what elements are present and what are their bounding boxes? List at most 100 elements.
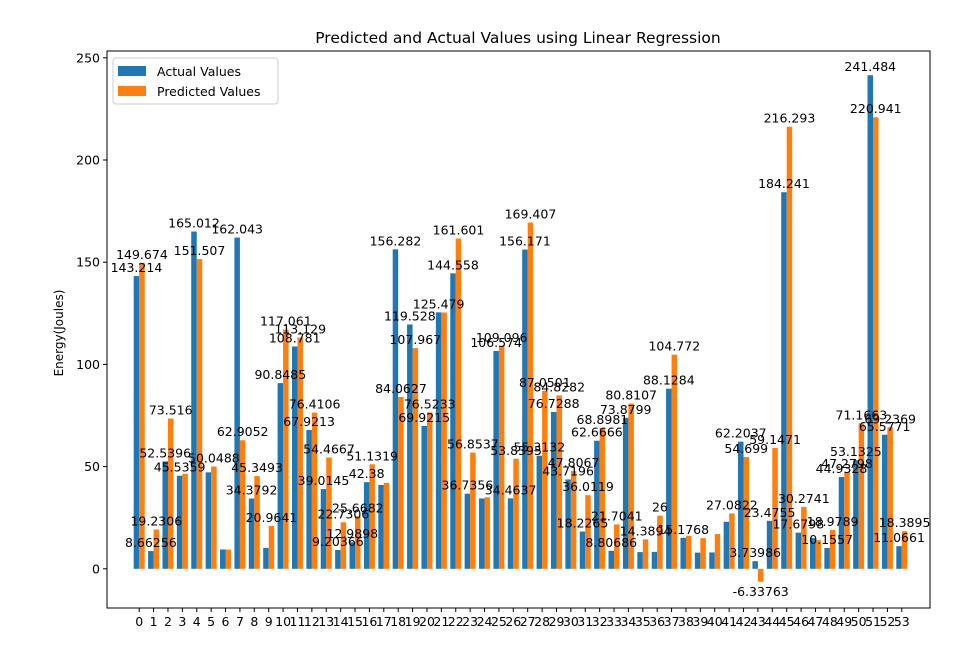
y-tick-label: 250 <box>76 50 100 65</box>
x-tick-label: 46 <box>793 614 809 629</box>
x-tick-label: 17 <box>376 614 392 629</box>
data-label-predicted-49: 47.2798 <box>821 456 873 471</box>
bar-actual-18 <box>392 249 399 569</box>
data-label-predicted-32: 68.8981 <box>577 412 629 427</box>
x-tick-label: 30 <box>563 614 579 629</box>
bar-predicted-10 <box>283 329 289 569</box>
bar-predicted-16 <box>369 464 375 569</box>
bar-predicted-22 <box>455 238 462 569</box>
data-label-actual-4: 165.012 <box>168 216 220 231</box>
x-tick-label: 22 <box>448 614 464 629</box>
bar-actual-31 <box>579 531 586 569</box>
x-tick-label: 27 <box>520 614 536 629</box>
bar-predicted-45 <box>786 126 793 569</box>
bar-predicted-42 <box>743 456 750 569</box>
x-tick-label: 8 <box>250 614 258 629</box>
data-label-actual-49: 44.9328 <box>816 461 868 476</box>
bar-predicted-52 <box>887 427 893 569</box>
bar-actual-45 <box>781 192 787 569</box>
data-label-predicted-1: 19.2306 <box>130 513 182 528</box>
data-label-predicted-41: 27.0822 <box>706 497 758 512</box>
data-label-actual-43: 3.73986 <box>729 545 781 560</box>
bar-predicted-21 <box>441 312 447 569</box>
data-label-predicted-53: 18.3895 <box>879 515 931 530</box>
x-tick-label: 33 <box>606 614 622 629</box>
data-label-actual-44: 23.4755 <box>744 505 796 520</box>
bar-actual-32 <box>594 440 600 569</box>
bar-predicted-8 <box>254 476 260 569</box>
data-label-predicted-37: 104.772 <box>648 339 700 354</box>
data-label-actual-26: 34.4637 <box>485 482 537 497</box>
bar-predicted-18 <box>398 396 404 569</box>
bar-actual-43 <box>752 561 758 569</box>
x-tick-label: 38 <box>678 614 694 629</box>
x-tick-label: 4 <box>193 614 201 629</box>
data-label-predicted-14: 22.7306 <box>318 506 370 521</box>
bar-actual-14 <box>335 549 341 569</box>
legend-box <box>112 57 279 105</box>
bar-actual-3 <box>176 475 183 569</box>
bar-actual-13 <box>320 489 327 569</box>
bar-actual-37 <box>666 388 672 569</box>
bar-actual-10 <box>277 383 284 569</box>
bar-predicted-6 <box>225 549 232 569</box>
data-label-predicted-12: 76.4106 <box>289 397 341 412</box>
bar-predicted-7 <box>239 440 246 569</box>
bar-predicted-25 <box>498 345 505 569</box>
data-label-actual-34: 73.8799 <box>600 402 652 417</box>
bar-actual-4 <box>191 231 197 569</box>
bar-predicted-35 <box>642 539 649 569</box>
bar-actual-42 <box>738 441 744 569</box>
bar-predicted-29 <box>556 395 562 569</box>
data-label-predicted-16: 51.1319 <box>346 448 398 463</box>
bar-predicted-32 <box>599 427 606 569</box>
x-tick-label: 53 <box>894 614 910 629</box>
bar-predicted-41 <box>729 513 735 569</box>
x-tick-label: 21 <box>433 614 449 629</box>
data-label-predicted-10: 117.061 <box>260 314 312 329</box>
y-tick-label: 150 <box>76 255 100 270</box>
data-label-actual-32: 62.6666 <box>571 425 623 440</box>
bar-predicted-17 <box>383 482 390 569</box>
data-label-predicted-7: 62.9052 <box>217 424 269 439</box>
bar-predicted-20 <box>426 412 433 569</box>
data-label-actual-1: 8.66256 <box>125 535 177 550</box>
y-tick-label: 0 <box>92 561 100 576</box>
data-label-predicted-18: 84.0627 <box>375 381 427 396</box>
data-label-actual-52: 65.5771 <box>859 419 911 434</box>
x-tick-label: 25 <box>491 614 507 629</box>
data-label-predicted-25: 109.096 <box>476 330 528 345</box>
data-label-actual-28: 55.3132 <box>513 440 565 455</box>
bar-actual-19 <box>407 324 413 569</box>
axes-frame <box>106 50 931 609</box>
bar-actual-6 <box>220 549 226 569</box>
data-label-predicted-9: 20.9641 <box>246 510 298 525</box>
bar-actual-5 <box>205 472 212 569</box>
bar-actual-11 <box>291 346 298 569</box>
bar-actual-48 <box>824 548 830 569</box>
data-label-actual-12: 67.9213 <box>283 414 335 429</box>
bar-predicted-19 <box>412 348 419 569</box>
bar-actual-26 <box>507 498 514 569</box>
bar-actual-46 <box>795 532 802 569</box>
bar-predicted-36 <box>657 515 663 569</box>
data-label-predicted-2: 73.516 <box>149 403 193 418</box>
bar-predicted-37 <box>671 354 678 569</box>
bar-predicted-46 <box>801 506 807 569</box>
x-tick-label: 20 <box>419 614 435 629</box>
data-label-predicted-51: 220.941 <box>850 101 902 116</box>
x-tick-label: 13 <box>318 614 334 629</box>
data-label-actual-7: 162.043 <box>211 222 263 237</box>
x-tick-label: 36 <box>649 614 665 629</box>
bar-predicted-24 <box>484 497 491 569</box>
bar-predicted-14 <box>340 522 347 569</box>
data-label-predicted-29: 84.8282 <box>533 379 585 394</box>
x-tick-label: 11 <box>290 614 306 629</box>
legend-label-actual: Actual Values <box>157 64 241 79</box>
x-tick-label: 35 <box>635 614 651 629</box>
bar-actual-15 <box>349 542 356 569</box>
x-tick-label: 18 <box>390 614 406 629</box>
data-label-predicted-22: 161.601 <box>433 222 485 237</box>
x-tick-label: 9 <box>265 614 273 629</box>
